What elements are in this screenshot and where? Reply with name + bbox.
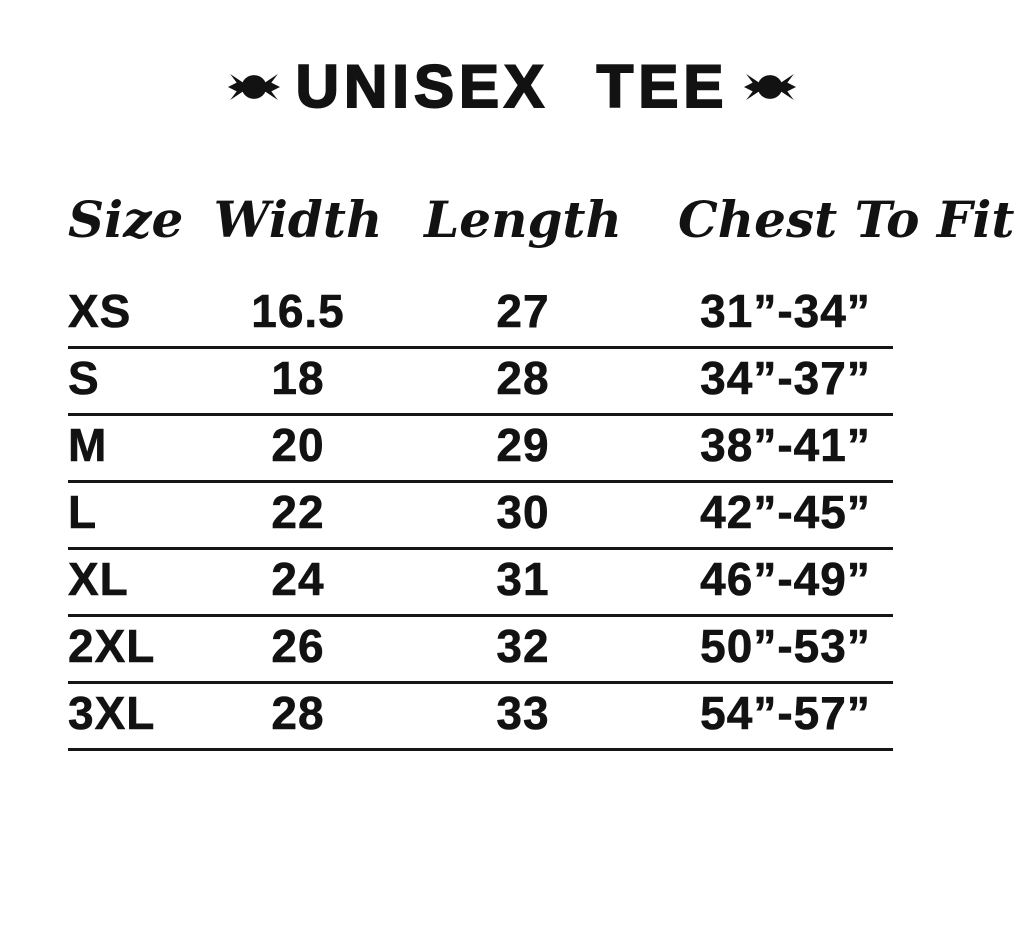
cell-width: 22	[271, 486, 325, 538]
table-row-m: M 20 29 38”-41”	[68, 416, 893, 483]
cell-chest: 34”-37”	[700, 352, 871, 404]
cell-chest: 46”-49”	[700, 553, 871, 605]
cell-width: 28	[271, 687, 325, 739]
table-row-3xl: 3XL 28 33 54”-57”	[68, 684, 893, 751]
page-title: UNISEX TEE	[295, 52, 729, 121]
cell-length: 31	[496, 553, 550, 605]
title-row: UNISEX TEE	[0, 52, 1024, 121]
cell-chest: 50”-53”	[700, 620, 871, 672]
table-row-xs: XS 16.5 27 31”-34”	[68, 282, 893, 349]
cell-chest: 38”-41”	[700, 419, 871, 471]
cell-size: XS	[68, 285, 132, 337]
cell-size: XL	[68, 553, 129, 605]
cell-length: 28	[496, 352, 550, 404]
table-row-2xl: 2XL 26 32 50”-53”	[68, 617, 893, 684]
cell-width: 16.5	[251, 285, 345, 337]
size-table: Size Width Length Chest To Fit XS 16.5 2…	[68, 168, 1015, 751]
cell-size: L	[68, 486, 98, 538]
column-header-width: Width	[213, 190, 383, 249]
table-header-row: Size Width Length Chest To Fit	[68, 168, 1015, 272]
column-header-chest: Chest To Fit	[678, 190, 1015, 249]
cell-width: 26	[271, 620, 325, 672]
cell-chest: 42”-45”	[700, 486, 871, 538]
cell-length: 33	[496, 687, 550, 739]
cell-size: 3XL	[68, 687, 156, 739]
cell-length: 30	[496, 486, 550, 538]
candy-icon	[744, 70, 797, 104]
cell-size: S	[68, 352, 100, 404]
cell-chest: 31”-34”	[700, 285, 871, 337]
cell-chest: 54”-57”	[700, 687, 871, 739]
cell-size: M	[68, 419, 108, 471]
cell-size: 2XL	[68, 620, 156, 672]
candy-icon	[227, 70, 280, 104]
table-row-s: S 18 28 34”-37”	[68, 349, 893, 416]
cell-width: 18	[271, 352, 325, 404]
column-header-size: Size	[68, 190, 184, 249]
table-row-xl: XL 24 31 46”-49”	[68, 550, 893, 617]
column-header-length: Length	[424, 190, 622, 249]
cell-length: 29	[496, 419, 550, 471]
cell-length: 32	[496, 620, 550, 672]
cell-width: 20	[271, 419, 325, 471]
cell-length: 27	[496, 285, 550, 337]
cell-width: 24	[271, 553, 325, 605]
table-row-l: L 22 30 42”-45”	[68, 483, 893, 550]
